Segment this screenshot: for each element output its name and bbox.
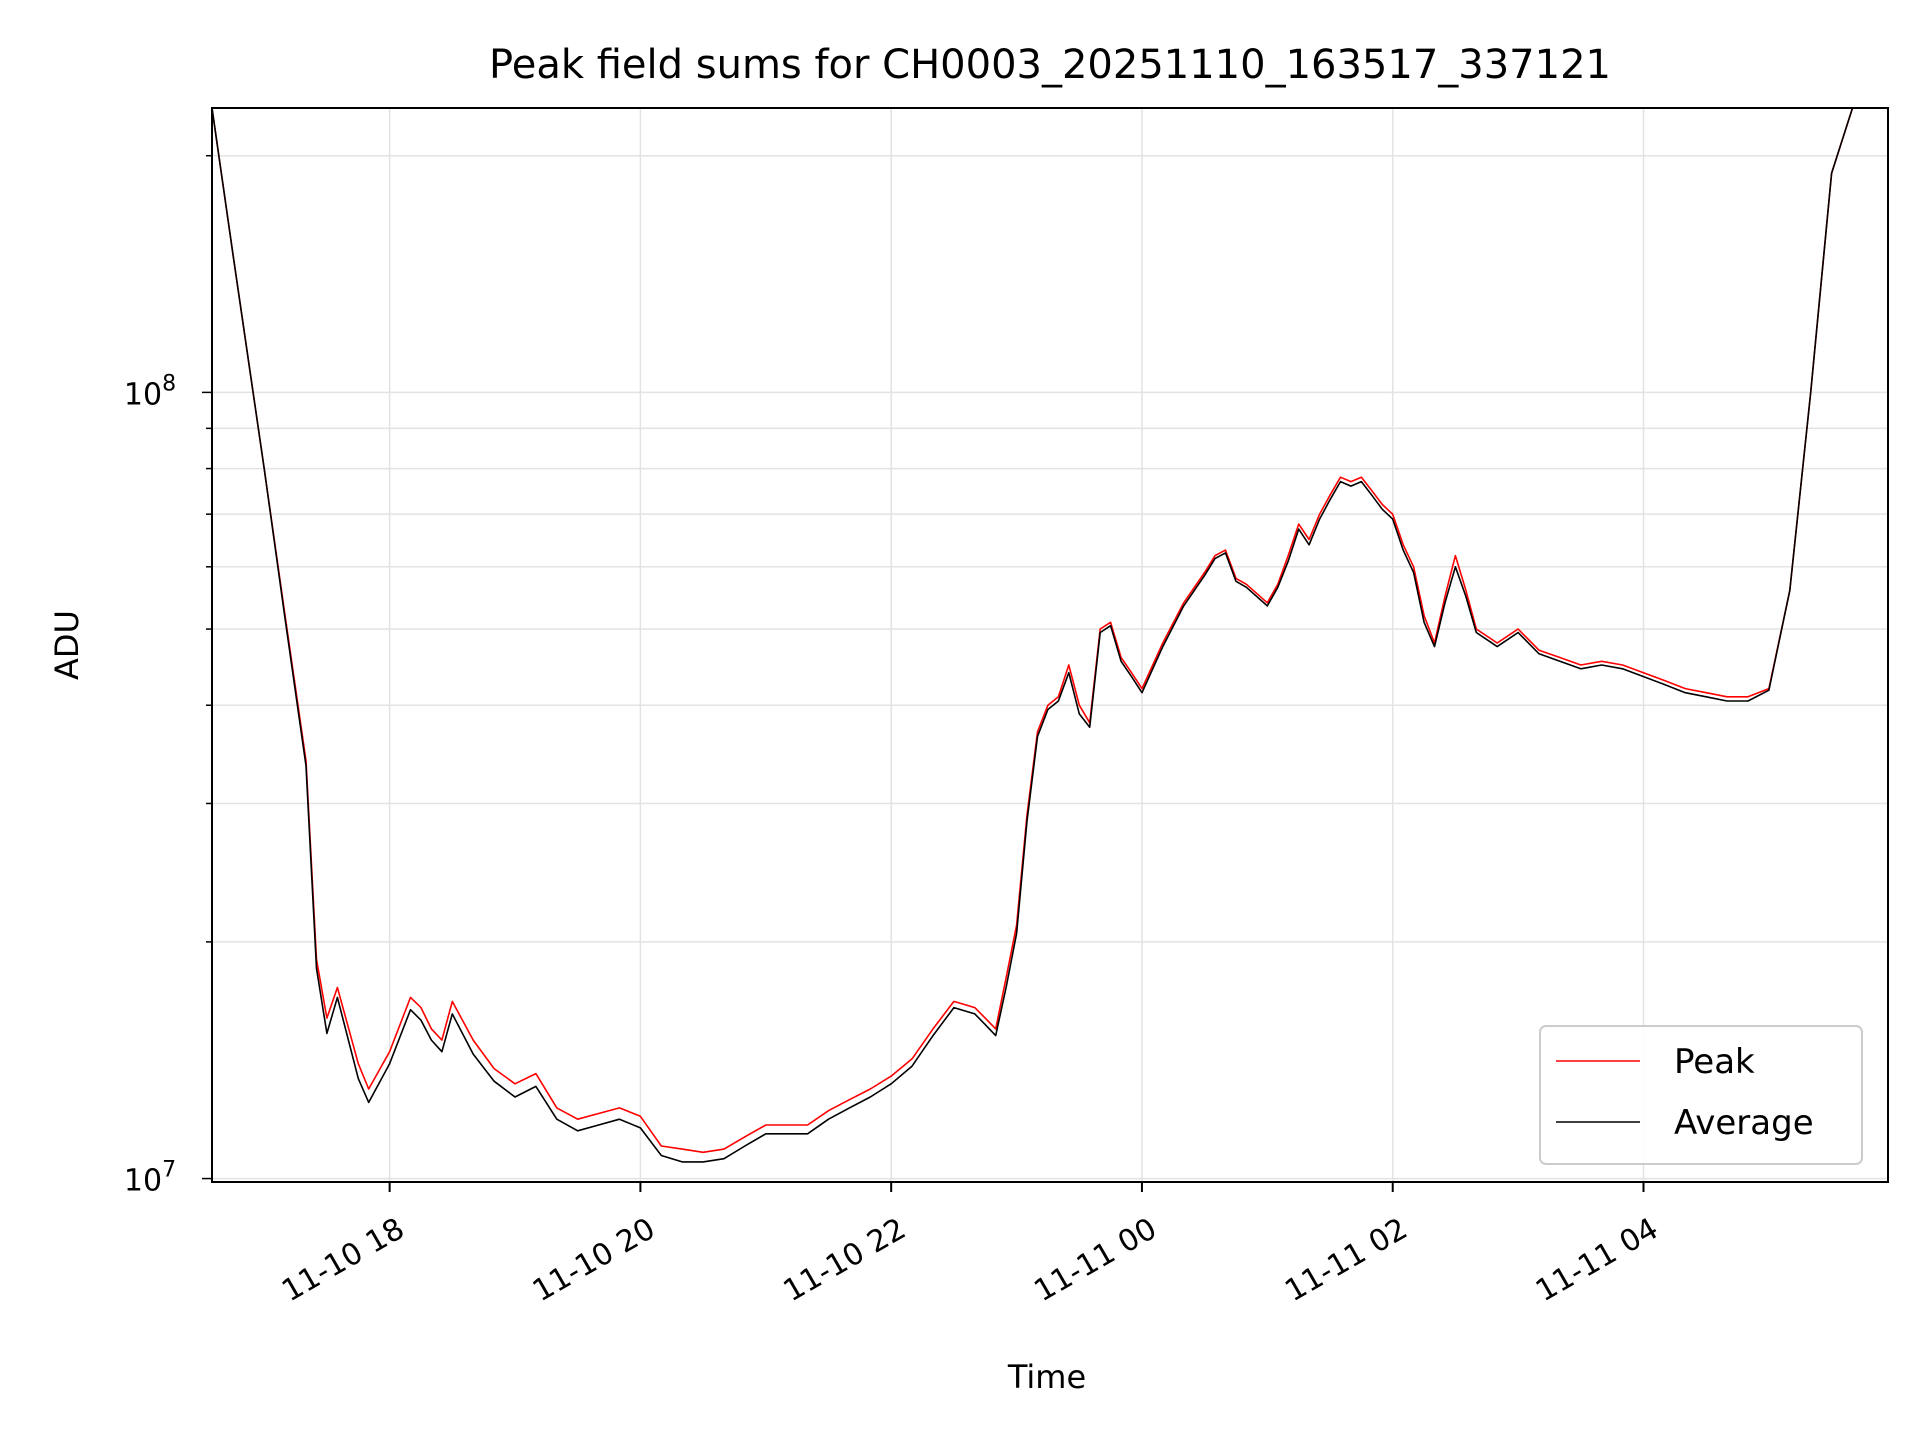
y-tick-label: 108 <box>124 371 176 412</box>
x-axis-label: Time <box>1007 1358 1086 1396</box>
grid-layer <box>212 108 1888 1182</box>
series-line-peak <box>212 108 1888 1154</box>
legend-label-average: Average <box>1674 1103 1814 1143</box>
legend-label-peak: Peak <box>1674 1042 1755 1082</box>
series-line-average <box>212 108 1888 1163</box>
legend: Peak Average <box>1539 1025 1863 1165</box>
y-tick-label: 107 <box>124 1158 176 1199</box>
y-axis-label: ADU <box>48 610 86 680</box>
plot-frame <box>211 107 1889 1183</box>
chart-title: Peak field sums for CH0003_20251110_1635… <box>489 42 1611 88</box>
series-layer <box>212 108 1888 1163</box>
